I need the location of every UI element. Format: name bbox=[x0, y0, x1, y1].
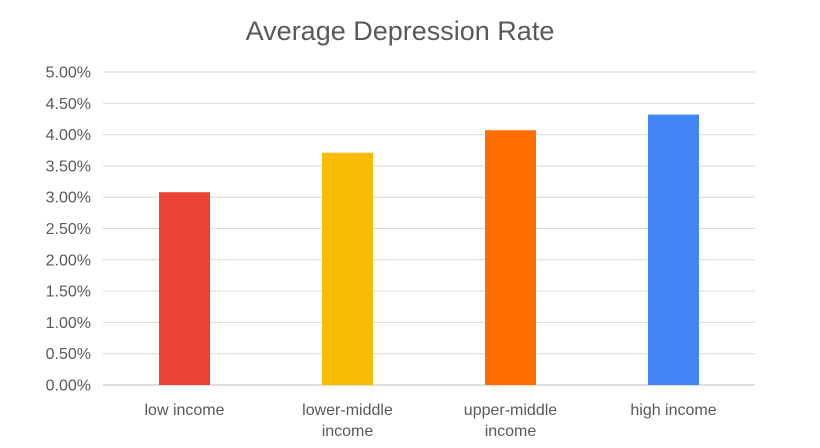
y-tick-label: 3.50% bbox=[46, 158, 91, 175]
y-tick-label: 4.50% bbox=[46, 96, 91, 113]
y-tick-label: 4.00% bbox=[46, 127, 91, 144]
gridlines bbox=[103, 71, 755, 386]
x-category-label-line: high income bbox=[630, 402, 716, 419]
bar bbox=[322, 152, 373, 385]
y-tick-label: 0.50% bbox=[46, 346, 91, 363]
y-tick-label: 1.00% bbox=[46, 315, 91, 332]
x-category-label: upper-middle income bbox=[464, 402, 557, 440]
y-axis-tick-labels: 0.00% 0.50% 1.00% 1.50% 2.00% 2.50% 3.00% 3.50%… bbox=[46, 65, 91, 395]
chart-title: Average Depression Rate bbox=[246, 16, 555, 46]
bar bbox=[159, 192, 210, 385]
y-tick-label: 1.50% bbox=[46, 284, 91, 301]
x-category-label-line: low income bbox=[144, 402, 224, 419]
x-category-label-line: lower-middle bbox=[302, 402, 393, 419]
y-tick-label: 0.00% bbox=[46, 378, 91, 395]
x-category-label-line: income bbox=[485, 423, 537, 440]
bars bbox=[159, 114, 699, 386]
x-axis-category-labels: low income lower-middle incomeupper-middle… bbox=[144, 402, 716, 440]
y-tick-label: 5.00% bbox=[46, 65, 91, 82]
x-category-label: lower-middle income bbox=[302, 402, 393, 440]
bar bbox=[485, 130, 536, 385]
y-tick-label: 3.00% bbox=[46, 190, 91, 207]
bar bbox=[648, 114, 699, 386]
y-tick-label: 2.00% bbox=[46, 252, 91, 269]
x-category-label-line: upper-middle bbox=[464, 402, 557, 419]
y-tick-label: 2.50% bbox=[46, 221, 91, 238]
x-category-label: low income bbox=[144, 402, 224, 419]
x-category-label-line: income bbox=[322, 423, 374, 440]
x-category-label: high income bbox=[630, 402, 716, 419]
